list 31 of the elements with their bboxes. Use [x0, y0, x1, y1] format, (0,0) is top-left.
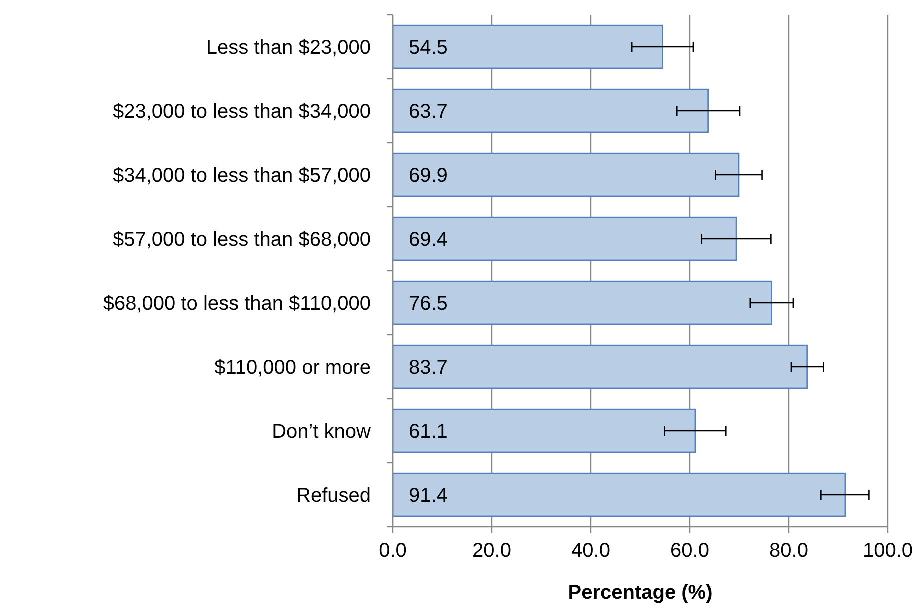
data-label: 76.5 — [409, 293, 448, 315]
x-tick-label: 0.0 — [379, 540, 407, 562]
data-label: 54.5 — [409, 37, 448, 59]
data-label: 63.7 — [409, 101, 448, 123]
y-tick-label: Don’t know — [272, 421, 372, 443]
x-tick-label: 60.0 — [670, 540, 710, 562]
x-tick-label: 100.0 — [862, 540, 914, 562]
y-tick-label: Less than $23,000 — [206, 37, 371, 59]
bar — [392, 24, 664, 70]
x-tick-label: 20.0 — [472, 540, 512, 562]
y-tick-label: $34,000 to less than $57,000 — [113, 165, 371, 187]
x-tick-label: 80.0 — [770, 540, 808, 562]
bar — [392, 408, 696, 454]
data-label: 69.9 — [409, 165, 448, 187]
bar — [392, 344, 808, 390]
data-label: 91.4 — [409, 485, 448, 507]
data-label: 83.7 — [409, 357, 448, 379]
x-tick-label: 40.0 — [572, 540, 610, 562]
y-tick-label: $23,000 to less than $34,000 — [113, 101, 371, 123]
y-tick-label: Refused — [296, 485, 371, 507]
y-tick-label: $57,000 to less than $68,000 — [113, 229, 371, 251]
y-tick-label: $110,000 or more — [214, 357, 371, 379]
data-label: 69.4 — [409, 229, 448, 251]
bar — [392, 152, 740, 198]
bar — [392, 216, 738, 262]
y-tick-label: $68,000 to less than $110,000 — [103, 293, 371, 315]
data-label: 61.1 — [409, 421, 448, 443]
bar — [392, 88, 709, 134]
bar — [392, 472, 846, 518]
bar — [392, 280, 772, 326]
x-axis-title: Percentage (%) — [568, 582, 713, 604]
